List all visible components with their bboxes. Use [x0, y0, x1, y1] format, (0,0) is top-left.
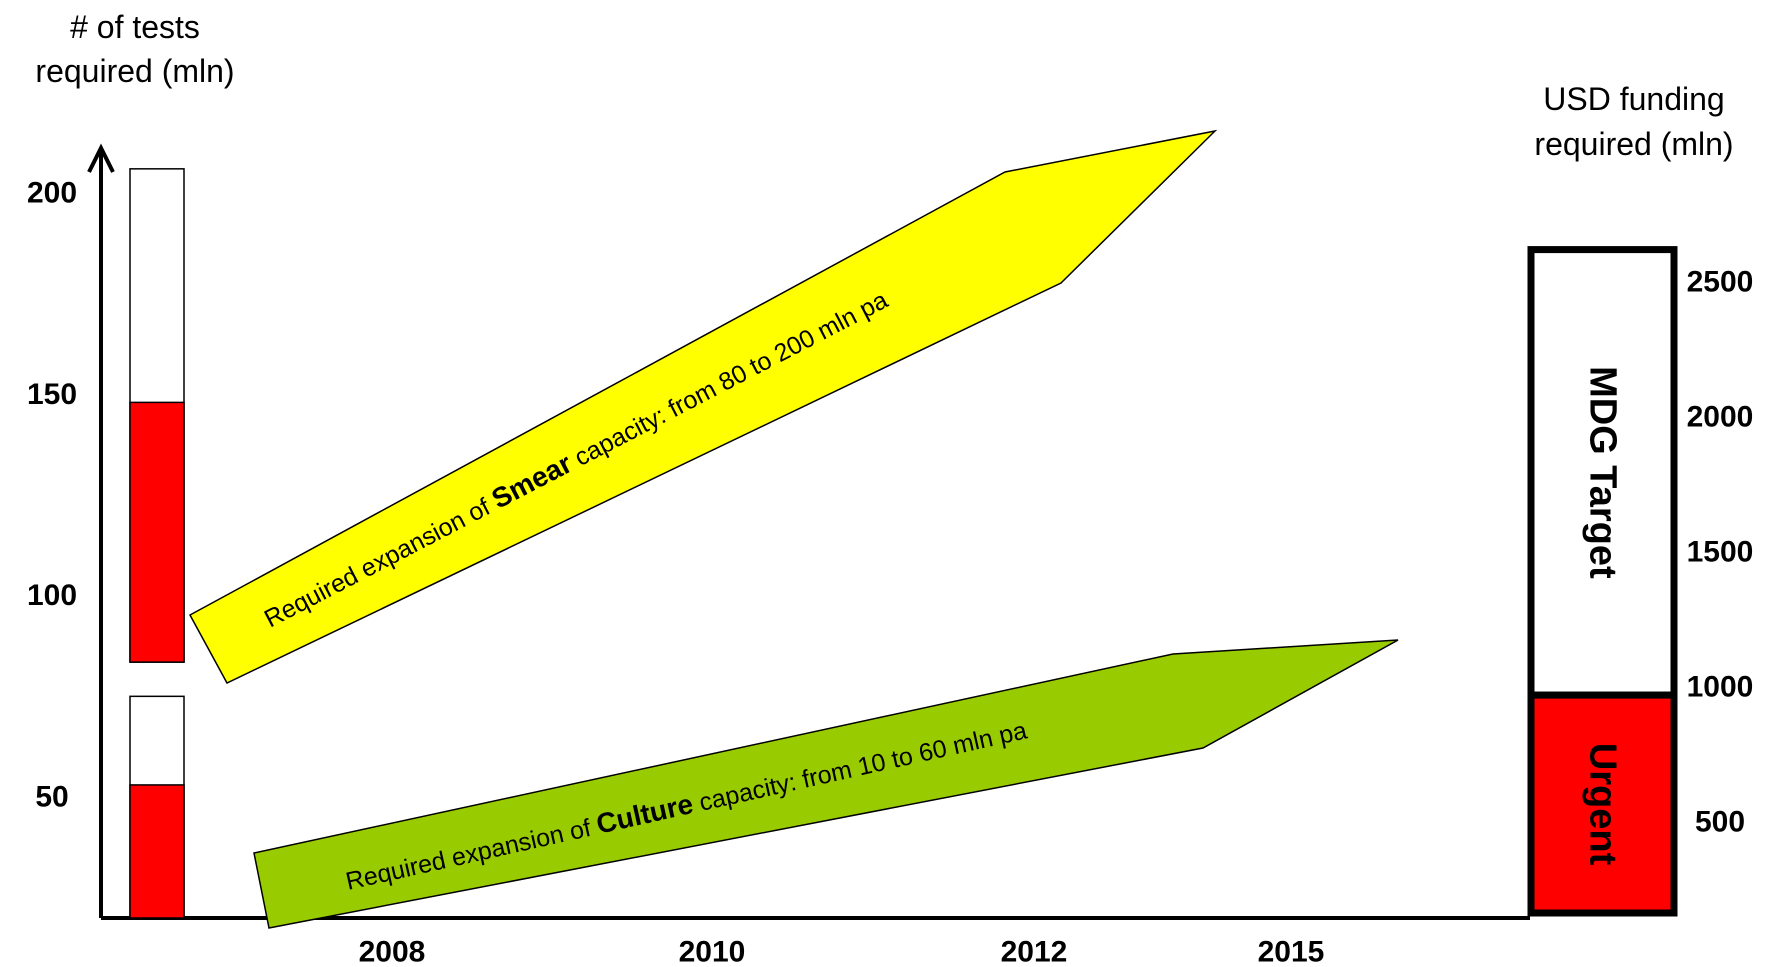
culture-arrow: Required expansion of Culture capacity: … [253, 639, 1399, 929]
funding-bar: MDG Target Urgent [1527, 246, 1678, 917]
right-axis-ticks: 500 1000 1500 2000 2500 [1687, 266, 1754, 839]
right-tick-label: 2000 [1687, 401, 1754, 434]
smear-current-bar [129, 401, 185, 663]
smear-arrow-shape [188, 129, 1218, 684]
mdg-target-segment [1527, 246, 1678, 699]
smear-arrow: Required expansion of Smear capacity: fr… [188, 129, 1218, 684]
left-tick-label: 50 [35, 781, 68, 814]
x-tick-label: 2008 [359, 936, 426, 967]
right-tick-label: 1500 [1687, 536, 1754, 569]
y-axis-arrowhead [87, 143, 115, 173]
left-axis-title-line1: # of tests [70, 9, 200, 45]
urgent-label: Urgent [1582, 743, 1624, 866]
x-tick-label: 2010 [679, 936, 746, 967]
smear-arrow-label: Required expansion of Smear capacity: fr… [258, 283, 892, 633]
axes [87, 143, 1530, 920]
x-axis-labels: 2008 2010 2012 2015 [359, 936, 1325, 967]
left-tick-label: 200 [27, 177, 77, 210]
left-axis-title-line2: required (mln) [35, 53, 234, 89]
right-tick-label: 2500 [1687, 266, 1754, 299]
x-tick-label: 2012 [1001, 936, 1068, 967]
right-axis-title-line2: required (mln) [1534, 126, 1733, 162]
culture-arrow-label: Required expansion of Culture capacity: … [343, 714, 1030, 896]
right-tick-label: 1000 [1687, 671, 1754, 704]
culture-bar [129, 695, 185, 919]
urgent-segment [1527, 691, 1678, 917]
right-axis-title-line1: USD funding [1543, 81, 1724, 117]
culture-current-bar [129, 784, 185, 919]
x-tick-label: 2015 [1258, 936, 1325, 967]
left-axis-ticks: 50 100 150 200 [27, 177, 77, 814]
mdg-target-label: MDG Target [1582, 366, 1624, 579]
left-tick-label: 150 [27, 378, 77, 411]
right-tick-label: 500 [1695, 806, 1745, 839]
culture-arrow-shape [253, 639, 1399, 929]
left-tick-label: 100 [27, 579, 77, 612]
smear-bar [129, 168, 185, 663]
